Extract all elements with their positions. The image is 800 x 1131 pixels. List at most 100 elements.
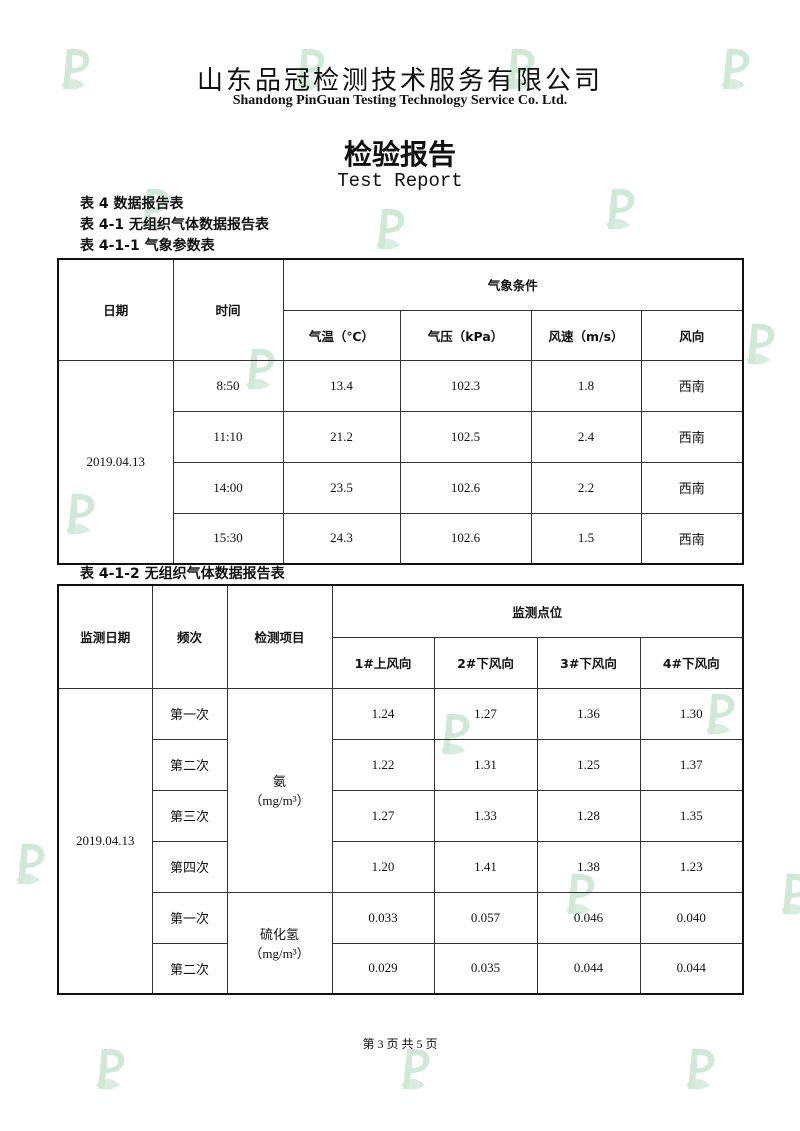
- header-weather: 气象条件: [282, 258, 744, 311]
- time-cell: 14:00: [172, 461, 284, 514]
- value-cell: 1.30: [639, 687, 744, 740]
- table-row: 第三次 1.27 1.33 1.28 1.35: [58, 789, 744, 842]
- header-wind-speed: 风速（m/s）: [530, 309, 642, 361]
- value-cell: 0.035: [433, 942, 538, 995]
- caption-table4-1-2: 表 4-1-2 无组织气体数据报告表: [80, 566, 285, 582]
- value-cell: 0.046: [536, 891, 641, 944]
- header-point-1: 1#上风向: [331, 636, 435, 689]
- item-cell: 氨 （mg/m³）: [226, 687, 333, 893]
- value-cell: 0.044: [536, 942, 641, 995]
- value-cell: 0.057: [433, 891, 538, 944]
- value-cell: 0.040: [639, 891, 744, 944]
- time-cell: 15:30: [172, 512, 284, 565]
- value-cell: 1.33: [433, 789, 538, 842]
- value-cell: 0.029: [331, 942, 435, 995]
- item-unit: （mg/m³）: [249, 945, 310, 961]
- value-cell: 1.20: [331, 840, 435, 893]
- table-row: 11:10 21.2 102.5 2.4 西南: [58, 410, 744, 463]
- frequency-cell: 第四次: [151, 840, 228, 893]
- time-cell: 11:10: [172, 410, 284, 463]
- watermark-logo-icon: [740, 320, 780, 368]
- value-cell: 1.28: [536, 789, 641, 842]
- header-points: 监测点位: [331, 584, 744, 638]
- header-time: 时间: [172, 258, 284, 361]
- gas-table: 监测日期 频次 检测项目 监测点位 1#上风向 2#下风向 3#下风向 4#下风…: [57, 584, 745, 995]
- watermark-logo-icon: [600, 185, 640, 233]
- frequency-cell: 第一次: [151, 891, 228, 944]
- value-cell: 西南: [640, 461, 744, 514]
- value-cell: 102.3: [399, 359, 532, 412]
- value-cell: 24.3: [282, 512, 401, 565]
- header-wind-dir: 风向: [640, 309, 744, 361]
- value-cell: 西南: [640, 410, 744, 463]
- table-row: 第一次硫化氢 （mg/m³） 0.033 0.057 0.046 0.040: [58, 891, 744, 995]
- value-cell: 1.31: [433, 738, 538, 791]
- value-cell: 23.5: [282, 461, 401, 514]
- item-name: 硫化氢: [259, 926, 299, 942]
- frequency-cell: 第三次: [151, 789, 228, 842]
- header-date: 日期: [57, 258, 174, 361]
- value-cell: 西南: [640, 359, 744, 412]
- watermark-logo-icon: [775, 870, 800, 918]
- date-cell: 2019.04.13: [57, 687, 153, 995]
- value-cell: 1.41: [433, 840, 538, 893]
- header-temp: 气温（℃）: [282, 309, 401, 361]
- value-cell: 1.23: [639, 840, 744, 893]
- time-cell: 8:50: [172, 359, 284, 412]
- frequency-cell: 第一次: [151, 687, 228, 740]
- value-cell: 102.6: [399, 512, 532, 565]
- table-row: 第四次 1.20 1.41 1.38 1.23: [58, 840, 744, 893]
- watermark-logo-icon: [680, 1045, 720, 1093]
- value-cell: 0.044: [639, 942, 744, 995]
- caption-table4: 表 4 数据报告表: [80, 196, 184, 212]
- value-cell: 1.24: [331, 687, 435, 740]
- report-title-cn: 检验报告: [343, 138, 456, 171]
- value-cell: 西南: [640, 512, 744, 565]
- value-cell: 2.2: [530, 461, 642, 514]
- company-name-cn: 山东品冠检测技术服务有限公司: [196, 66, 603, 96]
- item-unit: （mg/m³）: [249, 793, 310, 808]
- value-cell: 1.36: [536, 687, 641, 740]
- table-row: 2019.04.13 8:50 13.4 102.3 1.8 西南: [57, 359, 744, 565]
- watermark-logo-icon: [10, 840, 50, 888]
- item-cell: 硫化氢 （mg/m³）: [226, 891, 333, 995]
- header-point-2: 2#下风向: [433, 636, 538, 689]
- value-cell: 1.27: [331, 789, 435, 842]
- table-row: 2019.04.13 第一次氨（mg/m³） 1.24 1.27 1.36 1.30: [57, 687, 744, 995]
- watermark-logo-icon: [90, 1045, 130, 1093]
- value-cell: 1.37: [639, 738, 744, 791]
- value-cell: 1.22: [331, 738, 435, 791]
- weather-table: 日期 时间 气象条件 气温（℃） 气压（kPa） 风速（m/s） 风向 2019…: [57, 258, 745, 565]
- header-item: 检测项目: [226, 584, 333, 689]
- value-cell: 2.4: [530, 410, 642, 463]
- item-name: 氨: [272, 774, 286, 789]
- value-cell: 1.27: [433, 687, 538, 740]
- value-cell: 13.4: [282, 359, 401, 412]
- company-name-en: Shandong PinGuan Testing Technology Serv…: [232, 93, 568, 108]
- table-row: 14:00 23.5 102.6 2.2 西南: [58, 461, 744, 514]
- page-number: 第 3 页 共 5 页: [362, 1037, 438, 1051]
- table-row: 第二次 0.029 0.035 0.044 0.044: [58, 942, 744, 995]
- frequency-cell: 第二次: [151, 738, 228, 791]
- watermark-logo-icon: [395, 1045, 435, 1093]
- header-point-3: 3#下风向: [536, 636, 641, 689]
- value-cell: 1.5: [530, 512, 642, 565]
- header-frequency: 频次: [151, 584, 228, 689]
- value-cell: 1.25: [536, 738, 641, 791]
- report-title-en: Test Report: [337, 170, 463, 192]
- caption-table4-1: 表 4-1 无组织气体数据报告表: [80, 217, 270, 233]
- header-monitor-date: 监测日期: [57, 584, 153, 689]
- value-cell: 102.5: [399, 410, 532, 463]
- table-row: 15:30 24.3 102.6 1.5 西南: [58, 512, 744, 565]
- caption-table4-1-1: 表 4-1-1 气象参数表: [80, 238, 215, 254]
- header-point-4: 4#下风向: [639, 636, 744, 689]
- date-cell: 2019.04.13: [57, 359, 174, 565]
- frequency-cell: 第二次: [151, 942, 228, 995]
- value-cell: 21.2: [282, 410, 401, 463]
- header-pressure: 气压（kPa）: [399, 309, 532, 361]
- value-cell: 102.6: [399, 461, 532, 514]
- value-cell: 0.033: [331, 891, 435, 944]
- table-row: 第二次 1.22 1.31 1.25 1.37: [58, 738, 744, 791]
- value-cell: 1.35: [639, 789, 744, 842]
- watermark-logo-icon: [370, 205, 410, 253]
